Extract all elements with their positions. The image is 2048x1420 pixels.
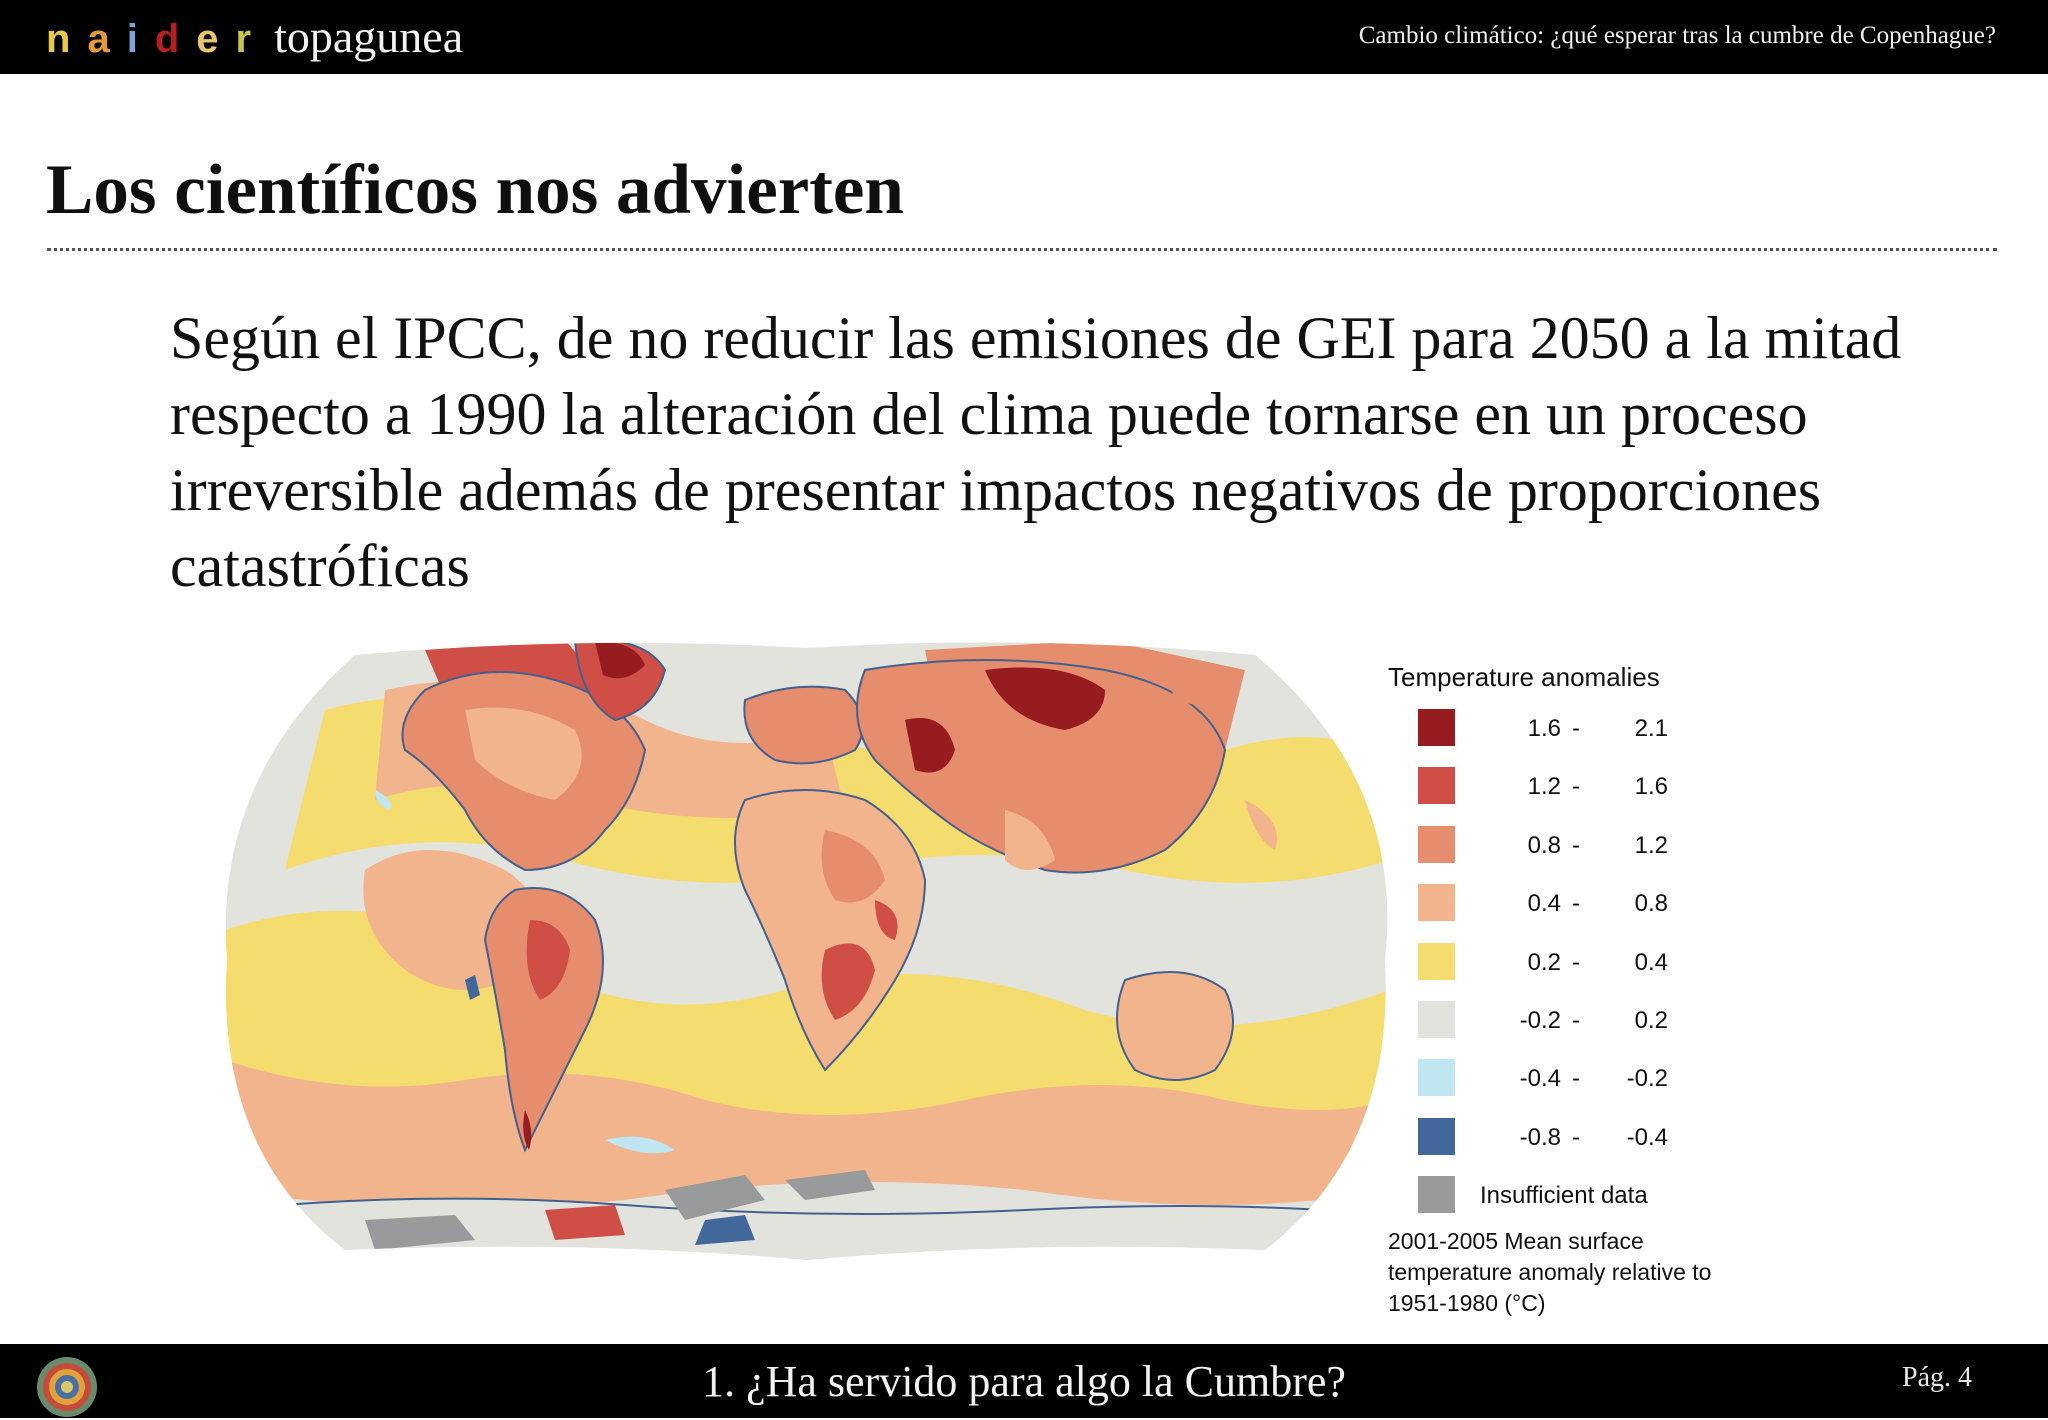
legend-insufficient-label: Insufficient data <box>1480 1182 1648 1210</box>
brand-letter: e <box>196 17 219 61</box>
legend-note: 2001-2005 Mean surface temperature anoma… <box>1388 1228 1712 1316</box>
legend-swatch <box>1418 884 1455 922</box>
legend-range-separator: - <box>1572 948 1580 976</box>
legend-range-separator: - <box>1572 1065 1580 1093</box>
legend-item: -0.2-0.2 <box>1388 999 1808 1057</box>
header-bar: n a i d e r topagunea Cambio climático: ¿qué e… <box>0 0 2048 74</box>
legend-item: 1.2- 1.6 <box>1388 765 1808 823</box>
legend-range-low: 0.8 <box>1527 831 1561 859</box>
legend-range-separator: - <box>1572 1123 1580 1151</box>
brand-letter: n <box>46 17 71 61</box>
brand-letter: i <box>126 17 138 61</box>
legend-item: 0.8- 1.2 <box>1388 824 1808 882</box>
legend-range-high: 2.1 <box>1634 715 1668 742</box>
legend-swatch <box>1418 825 1455 863</box>
map-legend: Temperature anomalies 1.6-2.1 1.2-1.6 0.8-… <box>1388 662 1808 1316</box>
legend-range-low: -0.2 <box>1519 1006 1561 1034</box>
slide-title: Los científicos nos advierten <box>46 151 904 229</box>
mandala-logo-icon <box>37 1357 97 1417</box>
legend-range-low: -0.8 <box>1519 1123 1561 1151</box>
title-divider <box>47 248 1997 251</box>
legend-range-high: -0.2 <box>1626 1065 1668 1093</box>
legend-range-separator: - <box>1572 715 1580 742</box>
legend-range-low: 0.4 <box>1527 890 1561 918</box>
legend-range-high: -0.4 <box>1626 1123 1668 1151</box>
legend-range-high: 1.2 <box>1634 831 1668 859</box>
temperature-anomaly-map <box>225 630 1390 1270</box>
footer-bar: 1. ¿Ha servido para algo la Cumbre? Pág.… <box>0 1344 2048 1418</box>
legend-item-insufficient: Insufficient data <box>1388 1174 1808 1232</box>
legend-range-high: 1.6 <box>1634 773 1668 801</box>
legend-range-separator: - <box>1572 1006 1580 1034</box>
legend-swatch <box>1418 1117 1455 1155</box>
legend-item: 1.6- 2.1 <box>1388 707 1808 765</box>
brand-suffix: topagunea <box>274 11 464 62</box>
legend-swatch <box>1418 767 1455 805</box>
brand-letter: d <box>154 17 180 61</box>
legend-item: -0.8- -0.4 <box>1388 1116 1808 1174</box>
legend-range-high: 0.4 <box>1634 948 1668 976</box>
world-map-graphic <box>225 642 1388 1260</box>
legend-range-low: 1.6 <box>1527 715 1561 742</box>
legend-items: 1.6-2.1 1.2-1.6 0.8-1.2 0.4-0.8 0.2-0.4 -0.2-… <box>1388 707 1808 1233</box>
legend-swatch <box>1418 1059 1455 1097</box>
legend-range-separator: - <box>1572 773 1580 801</box>
legend-range-separator: - <box>1572 831 1580 859</box>
legend-range-low: 1.2 <box>1527 773 1561 801</box>
legend-swatch <box>1418 1176 1455 1214</box>
legend-range-high: 0.2 <box>1634 1006 1668 1034</box>
legend-range-low: -0.4 <box>1519 1065 1561 1093</box>
legend-range-high: 0.8 <box>1634 890 1668 918</box>
section-title: 1. ¿Ha servido para algo la Cumbre? <box>702 1357 1346 1406</box>
legend-swatch <box>1418 1000 1455 1038</box>
page-number: Pág. 4 <box>1902 1362 1972 1393</box>
brand-letter: a <box>87 17 110 61</box>
brand-logo[interactable]: n a i d e r topagunea <box>46 10 463 66</box>
legend-item: -0.4- -0.2 <box>1388 1057 1808 1115</box>
legend-range-low: 0.2 <box>1527 948 1561 976</box>
legend-swatch <box>1418 942 1455 980</box>
legend-item: 0.4- 0.8 <box>1388 882 1808 940</box>
brand-letter: r <box>235 17 252 61</box>
legend-item: 0.2- 0.4 <box>1388 941 1808 999</box>
presentation-title: Cambio climático: ¿qué esperar tras la c… <box>1358 22 1996 49</box>
legend-range-separator: - <box>1572 890 1580 918</box>
legend-title: Temperature anomalies <box>1388 662 1660 692</box>
slide-body-text: Según el IPCC, de no reducir las emision… <box>170 305 1902 599</box>
legend-swatch <box>1418 709 1455 746</box>
